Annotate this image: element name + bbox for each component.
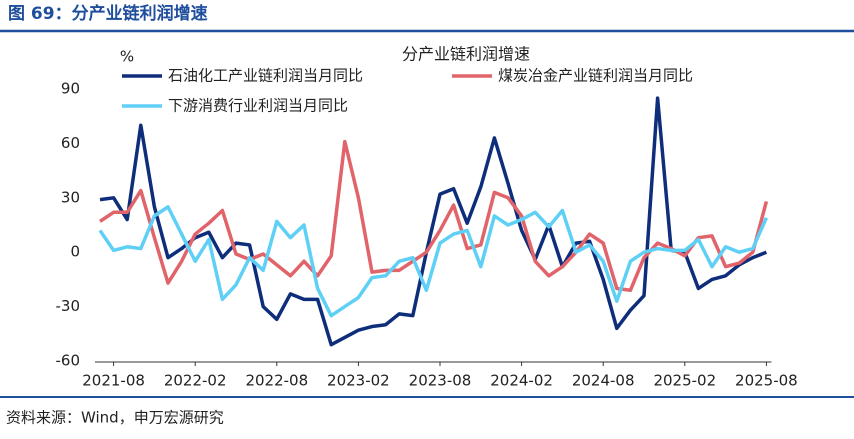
y-tick-label: -60 xyxy=(56,352,81,370)
x-tick-label: 2024-08 xyxy=(572,372,635,390)
source: 资料来源：Wind，申万宏源研究 xyxy=(6,409,224,427)
x-tick-label: 2025-02 xyxy=(653,372,716,390)
y-tick-label: 90 xyxy=(61,80,80,98)
series-line xyxy=(99,139,769,293)
y-tick-label: -30 xyxy=(56,297,81,315)
chart-title: 分产业链利润增速 xyxy=(402,45,530,64)
legend-label: 下游消费行业利润当月同比 xyxy=(168,97,348,115)
y-tick-label: 0 xyxy=(70,243,80,261)
legend-label: 煤炭冶金产业链利润当月同比 xyxy=(498,67,693,85)
x-tick-label: 2022-08 xyxy=(245,372,308,390)
x-tick-label: 2021-08 xyxy=(82,372,145,390)
x-tick-label: 2022-02 xyxy=(164,372,227,390)
figure-title: 图 69：分产业链利润增速 xyxy=(8,3,208,24)
x-tick-label: 2024-02 xyxy=(490,372,553,390)
series-line xyxy=(98,205,769,318)
y-tick-label: 60 xyxy=(61,134,80,152)
series-line xyxy=(99,96,768,347)
y-axis-label: % xyxy=(120,48,134,66)
legend-label: 石油化工产业链利润当月同比 xyxy=(168,67,363,85)
x-tick-label: 2023-08 xyxy=(409,372,472,390)
x-tick-label: 2025-08 xyxy=(735,372,798,390)
x-tick-label: 2023-02 xyxy=(327,372,390,390)
y-tick-label: 30 xyxy=(61,188,80,206)
